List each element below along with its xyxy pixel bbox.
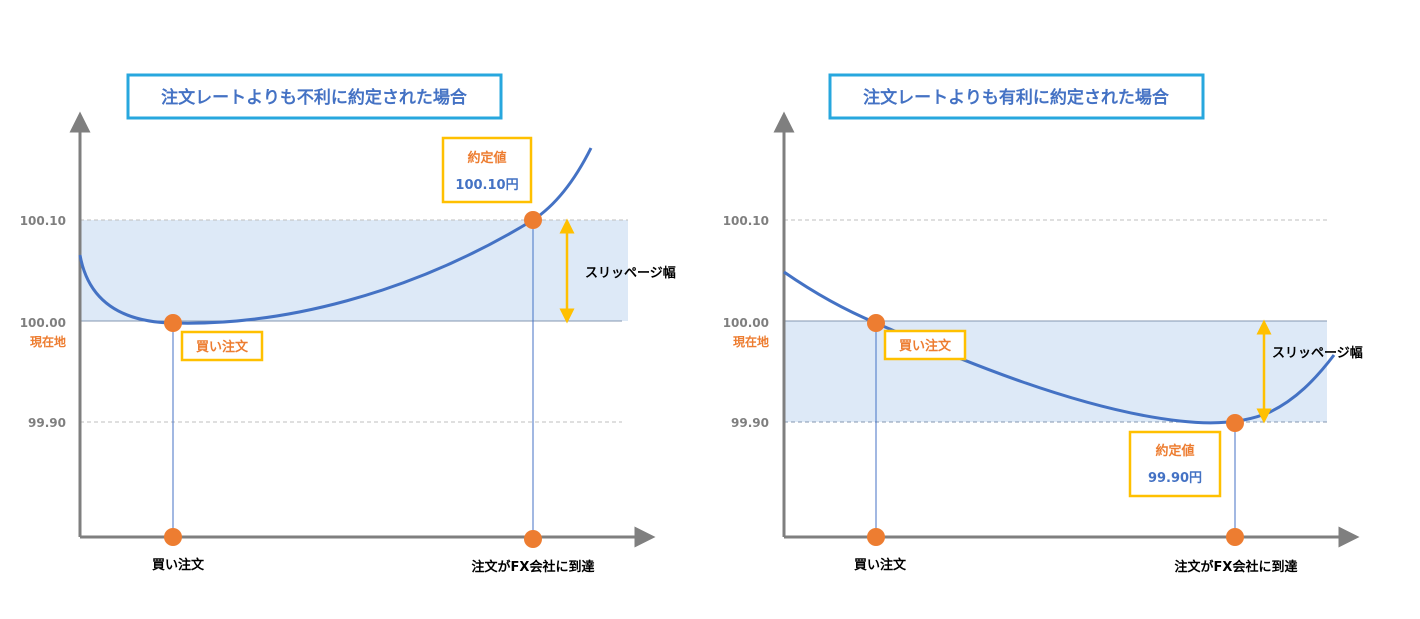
left-tick-mid-sub: 現在地 [30, 334, 66, 349]
left-slippage-band [80, 220, 628, 321]
right-marker-fill [1226, 414, 1244, 432]
left-slippage-label: スリッページ幅 [585, 265, 676, 281]
right-price-curve [783, 270, 1336, 425]
right-marker-axis-order [867, 528, 885, 546]
left-panel: 注文レートよりも不利に約定された場合 100.10 100.00 現在地 99.… [20, 73, 676, 575]
right-x-label-order: 買い注文 [854, 557, 907, 573]
left-title: 注文レートよりも不利に約定された場合 [161, 87, 468, 108]
right-slippage-band [784, 321, 1327, 422]
left-marker-axis-order [164, 528, 182, 546]
left-order-box [180, 330, 264, 362]
left-fill-box [441, 136, 533, 204]
left-price-curve [78, 147, 593, 325]
right-tick-top: 100.10 [723, 214, 769, 228]
right-x-label-arrival: 注文がFX会社に到達 [1175, 559, 1298, 575]
left-tick-top: 100.10 [20, 214, 66, 228]
right-tick-low: 99.90 [731, 416, 769, 430]
left-tick-low: 99.90 [28, 416, 66, 430]
left-x-label-arrival: 注文がFX会社に到達 [472, 559, 595, 575]
right-order-label: 買い注文 [899, 338, 952, 354]
left-tick-mid: 100.00 [20, 316, 66, 330]
left-fill-value: 100.10円 [455, 178, 518, 193]
right-tick-mid-sub: 現在地 [733, 334, 769, 349]
right-tick-mid: 100.00 [723, 316, 769, 330]
right-slippage-label: スリッページ幅 [1272, 345, 1363, 361]
right-fill-box [1128, 430, 1222, 498]
left-marker-order [164, 314, 182, 332]
left-marker-fill [524, 211, 542, 229]
right-fill-value: 99.90円 [1148, 471, 1202, 486]
right-fill-label: 約定値 [1155, 443, 1194, 459]
right-title: 注文レートよりも有利に約定された場合 [863, 87, 1170, 108]
right-title-box [828, 73, 1205, 120]
left-x-label-order: 買い注文 [152, 557, 205, 573]
right-panel: 注文レートよりも有利に約定された場合 100.10 100.00 現在地 99.… [723, 73, 1363, 575]
right-marker-axis-arrival [1226, 528, 1244, 546]
right-order-box [883, 329, 967, 361]
right-marker-order [867, 314, 885, 332]
left-title-box [126, 73, 503, 120]
left-marker-axis-arrival [524, 530, 542, 548]
left-order-label: 買い注文 [196, 339, 249, 355]
left-fill-label: 約定値 [467, 150, 506, 166]
